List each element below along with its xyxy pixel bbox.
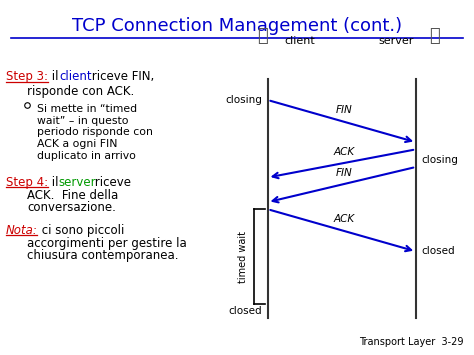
Text: TCP Connection Management (cont.): TCP Connection Management (cont.): [72, 17, 402, 35]
Text: 🖥: 🖥: [429, 27, 440, 45]
Text: accorgimenti per gestire la: accorgimenti per gestire la: [27, 237, 187, 250]
Text: ACK.  Fine della: ACK. Fine della: [27, 189, 118, 202]
Text: closing: closing: [422, 155, 458, 165]
Text: ACK a ogni FIN: ACK a ogni FIN: [36, 140, 117, 149]
Text: Transport Layer  3-29: Transport Layer 3-29: [359, 337, 463, 346]
Text: server: server: [59, 176, 97, 189]
Text: FIN: FIN: [336, 105, 353, 115]
Text: Si mette in “timed: Si mette in “timed: [36, 104, 137, 114]
Text: Nota:: Nota:: [6, 224, 38, 237]
Text: client: client: [284, 37, 315, 47]
Text: closing: closing: [225, 95, 262, 105]
Text: periodo risponde con: periodo risponde con: [36, 127, 153, 137]
Text: client: client: [59, 70, 91, 83]
Text: ci sono piccoli: ci sono piccoli: [37, 224, 124, 237]
Text: closed: closed: [422, 246, 456, 256]
Text: wait” – in questo: wait” – in questo: [36, 115, 128, 126]
Text: 🖥: 🖥: [257, 27, 268, 45]
Text: ACK: ACK: [334, 147, 355, 157]
Text: server: server: [378, 37, 414, 47]
Text: Step 4:: Step 4:: [6, 176, 48, 189]
Text: FIN: FIN: [336, 168, 353, 178]
Text: conversazione.: conversazione.: [27, 201, 116, 214]
Text: Step 3:: Step 3:: [6, 70, 48, 83]
Text: ACK: ACK: [334, 214, 355, 224]
Text: duplicato in arrivo: duplicato in arrivo: [36, 152, 136, 162]
Text: il: il: [48, 176, 62, 189]
Text: il: il: [48, 70, 62, 83]
Text: closed: closed: [228, 306, 262, 316]
Text: riceve: riceve: [91, 176, 131, 189]
Text: timed wait: timed wait: [237, 231, 247, 283]
Text: risponde con ACK.: risponde con ACK.: [27, 85, 135, 98]
Text: riceve FIN,: riceve FIN,: [88, 70, 154, 83]
Text: chiusura contemporanea.: chiusura contemporanea.: [27, 249, 179, 262]
